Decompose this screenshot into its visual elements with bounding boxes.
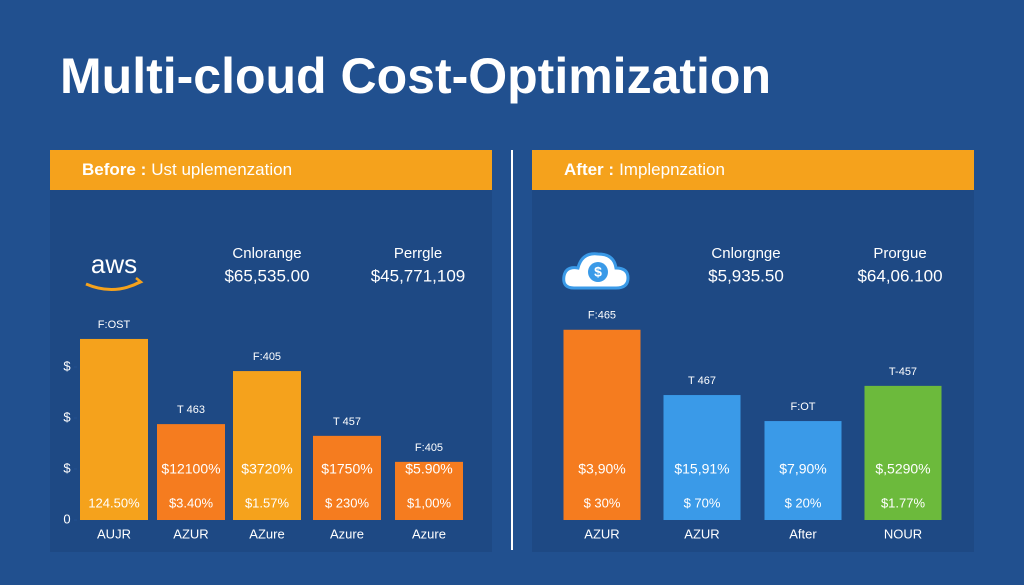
x-tick-label: Azure	[412, 526, 446, 541]
bar-mid-label: $15,91%	[674, 461, 729, 477]
stat-value: $65,535.00	[224, 266, 309, 285]
stat-value: $64,06.100	[857, 266, 942, 285]
bar	[563, 329, 641, 520]
bar-top-label: F:465	[588, 310, 616, 322]
x-tick-label: AZUR	[173, 526, 208, 541]
x-tick-label: AZUR	[684, 526, 719, 541]
bar-top-label: F:405	[253, 351, 281, 363]
stat-value: $5,935.50	[708, 266, 784, 285]
bar-top-label: T-457	[889, 366, 917, 378]
panel-title-rest: Ust uplemenzation	[151, 160, 292, 179]
bar-bottom-label: $ 230%	[325, 495, 370, 510]
x-tick-label: After	[789, 526, 817, 541]
bar-mid-label: $7,90%	[779, 461, 826, 477]
page-title: Multi-cloud Cost-Optimization	[60, 48, 771, 104]
panel-title-bold: After :	[564, 160, 614, 179]
panel-header	[532, 150, 974, 190]
x-tick-label: AZure	[249, 526, 284, 541]
stat-value: $45,771,109	[371, 266, 466, 285]
bar-mid-label: $3720%	[241, 461, 292, 477]
stat-label: Prorgue	[873, 245, 926, 262]
x-tick-label: AUJR	[97, 526, 131, 541]
svg-text:$: $	[594, 264, 602, 280]
logo-arrow	[133, 277, 144, 287]
bar	[395, 461, 463, 520]
bar-bottom-label: $ 20%	[785, 495, 822, 510]
bar-top-label: F:OT	[790, 401, 815, 413]
y-tick-label: $	[63, 460, 71, 475]
panel-title: After : Implepnzation	[564, 160, 725, 179]
bar	[157, 424, 225, 520]
stat-label: Perrgle	[394, 245, 442, 262]
bar-mid-label: $5.90%	[405, 461, 452, 477]
bar-bottom-label: $3.40%	[169, 495, 214, 510]
bar	[864, 385, 942, 520]
panel-title: Before : Ust uplemenzation	[82, 160, 292, 179]
panel-title-rest: Implepnzation	[619, 160, 725, 179]
bar-mid-label: $,5290%	[875, 461, 930, 477]
panel-header	[50, 150, 492, 190]
x-tick-label: Azure	[330, 526, 364, 541]
panel-title-bold: Before :	[82, 160, 146, 179]
x-tick-label: AZUR	[584, 526, 619, 541]
bar-top-label: T 457	[333, 416, 361, 428]
bar-bottom-label: 124.50%	[88, 495, 140, 510]
bar-mid-label: $12100%	[161, 461, 220, 477]
bar	[80, 338, 148, 520]
bar-top-label: T 467	[688, 375, 716, 387]
stat-label: Cnlorgnge	[711, 245, 780, 262]
y-tick-label: 0	[63, 511, 70, 526]
bar-mid-label: $1750%	[321, 461, 372, 477]
bar	[233, 371, 301, 520]
x-tick-label: NOUR	[884, 526, 922, 541]
bar-top-label: F:405	[415, 442, 443, 454]
y-tick-label: $	[63, 358, 71, 373]
bar-bottom-label: $ 30%	[584, 495, 621, 510]
bar-bottom-label: $ 70%	[684, 495, 721, 510]
stat-label: Cnlorange	[232, 245, 301, 262]
bar-bottom-label: $1.77%	[881, 495, 926, 510]
bar-top-label: F:OST	[98, 319, 131, 331]
bar	[313, 435, 381, 520]
logo: aws	[91, 249, 137, 279]
bar-mid-label: $3,90%	[578, 461, 625, 477]
bar-top-label: T 463	[177, 404, 205, 416]
y-tick-label: $	[63, 409, 71, 424]
bar	[764, 421, 842, 520]
bar-bottom-label: $1.57%	[245, 495, 290, 510]
cloud-icon: $	[562, 252, 630, 290]
bar-bottom-label: $1,00%	[407, 495, 452, 510]
bar	[663, 395, 741, 520]
